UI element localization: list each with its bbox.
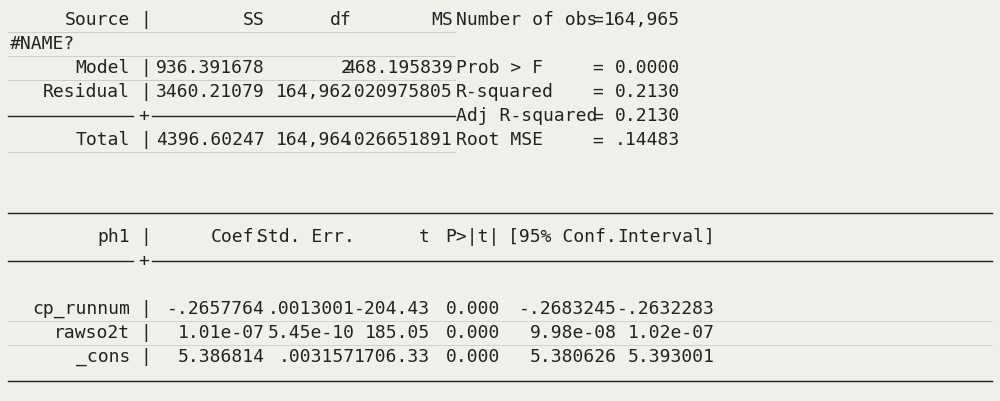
Text: SS: SS	[243, 11, 265, 29]
Text: cp_runnum: cp_runnum	[32, 300, 130, 318]
Text: Coef.: Coef.	[211, 228, 265, 245]
Text: 468.195839: 468.195839	[344, 59, 453, 77]
Text: R-squared: R-squared	[456, 83, 554, 101]
Text: |: |	[140, 228, 151, 245]
Text: 1.01e-07: 1.01e-07	[178, 324, 265, 342]
Text: Interval]: Interval]	[617, 228, 715, 245]
Text: #NAME?: #NAME?	[10, 35, 75, 53]
Text: Model: Model	[76, 59, 130, 77]
Text: |: |	[140, 83, 151, 101]
Text: 4396.60247: 4396.60247	[156, 132, 265, 149]
Text: =: =	[592, 83, 603, 101]
Text: .003157: .003157	[279, 348, 355, 366]
Text: 5.45e-10: 5.45e-10	[268, 324, 355, 342]
Text: |: |	[140, 11, 151, 29]
Text: |: |	[140, 324, 151, 342]
Text: 164,962: 164,962	[276, 83, 352, 101]
Text: +: +	[138, 252, 149, 269]
Text: df: df	[330, 11, 352, 29]
Text: 5.386814: 5.386814	[178, 348, 265, 366]
Text: 0.2130: 0.2130	[615, 107, 680, 125]
Text: 164,965: 164,965	[604, 11, 680, 29]
Text: _cons: _cons	[76, 348, 130, 366]
Text: -.2632283: -.2632283	[617, 300, 715, 318]
Text: rawso2t: rawso2t	[54, 324, 130, 342]
Text: -.2657764: -.2657764	[167, 300, 265, 318]
Text: Root MSE: Root MSE	[456, 132, 543, 149]
Text: |: |	[140, 59, 151, 77]
Text: |: |	[140, 132, 151, 149]
Text: =: =	[592, 59, 603, 77]
Text: -.2683245: -.2683245	[519, 300, 617, 318]
Text: Number of obs: Number of obs	[456, 11, 597, 29]
Text: 1.02e-07: 1.02e-07	[628, 324, 715, 342]
Text: 2: 2	[341, 59, 352, 77]
Text: Total: Total	[76, 132, 130, 149]
Text: [95% Conf.: [95% Conf.	[508, 228, 617, 245]
Text: Residual: Residual	[43, 83, 130, 101]
Text: t: t	[419, 228, 430, 245]
Text: 0.0000: 0.0000	[615, 59, 680, 77]
Text: 3460.21079: 3460.21079	[156, 83, 265, 101]
Text: .026651891: .026651891	[344, 132, 453, 149]
Text: -204.43: -204.43	[354, 300, 430, 318]
Text: =: =	[592, 107, 603, 125]
Text: +: +	[138, 107, 149, 125]
Text: 5.393001: 5.393001	[628, 348, 715, 366]
Text: .14483: .14483	[615, 132, 680, 149]
Text: ph1: ph1	[97, 228, 130, 245]
Text: |: |	[140, 300, 151, 318]
Text: 9.98e-08: 9.98e-08	[530, 324, 617, 342]
Text: |: |	[140, 348, 151, 366]
Text: 5.380626: 5.380626	[530, 348, 617, 366]
Text: 1706.33: 1706.33	[354, 348, 430, 366]
Text: .0013001: .0013001	[268, 300, 355, 318]
Text: =: =	[592, 132, 603, 149]
Text: 0.000: 0.000	[446, 300, 500, 318]
Text: =: =	[592, 11, 603, 29]
Text: 164,964: 164,964	[276, 132, 352, 149]
Text: 0.2130: 0.2130	[615, 83, 680, 101]
Text: 0.000: 0.000	[446, 324, 500, 342]
Text: .020975805: .020975805	[344, 83, 453, 101]
Text: Source: Source	[65, 11, 130, 29]
Text: 185.05: 185.05	[365, 324, 430, 342]
Text: MS: MS	[431, 11, 453, 29]
Text: Prob > F: Prob > F	[456, 59, 543, 77]
Text: Adj R-squared: Adj R-squared	[456, 107, 597, 125]
Text: P>|t|: P>|t|	[446, 228, 500, 245]
Text: 0.000: 0.000	[446, 348, 500, 366]
Text: Std. Err.: Std. Err.	[257, 228, 355, 245]
Text: 936.391678: 936.391678	[156, 59, 265, 77]
